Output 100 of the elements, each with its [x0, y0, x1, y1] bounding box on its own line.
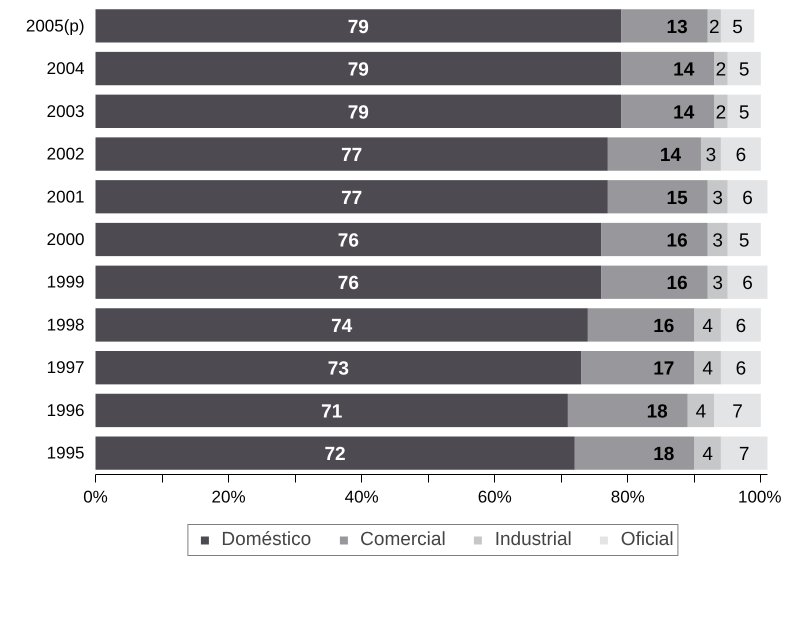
- x-tick-label: 40%: [344, 488, 379, 506]
- bar: [601, 222, 708, 256]
- bar: [728, 266, 768, 299]
- data-label: 13: [666, 16, 688, 38]
- data-label: 4: [696, 401, 707, 422]
- x-tick-label: 60%: [478, 488, 512, 506]
- x-tick-label: 100%: [738, 488, 782, 506]
- bar: [720, 308, 761, 342]
- bar: [621, 52, 714, 86]
- bar: [708, 222, 728, 256]
- bar: [714, 394, 761, 428]
- bar: [608, 180, 708, 214]
- y-tick-label: 2000: [46, 230, 85, 249]
- legend-label: Doméstico: [221, 529, 312, 551]
- x-tick-label: 0%: [83, 488, 108, 506]
- data-label: 77: [341, 145, 362, 166]
- data-label: 14: [660, 145, 682, 166]
- y-tick-label: 2003: [46, 102, 85, 121]
- data-label: 4: [702, 444, 714, 466]
- data-label: 6: [736, 316, 746, 337]
- data-label: 79: [348, 102, 369, 124]
- bar: [96, 308, 588, 342]
- y-tick-label: 1995: [46, 444, 85, 463]
- x-tick-label: 20%: [212, 488, 246, 506]
- bar: [694, 351, 721, 384]
- bar: [720, 351, 761, 384]
- data-label: 72: [324, 444, 346, 466]
- x-tick-label: 80%: [610, 488, 645, 506]
- data-label: 17: [653, 358, 674, 380]
- bar: [728, 222, 761, 256]
- bar: [728, 94, 761, 128]
- data-label: 3: [712, 230, 723, 252]
- bar: [694, 308, 721, 342]
- bar: [96, 9, 622, 43]
- bar: [708, 180, 728, 214]
- legend-label: Industrial: [494, 529, 572, 551]
- bar: [728, 180, 768, 214]
- bar: [96, 222, 602, 256]
- data-label: 77: [341, 188, 362, 209]
- data-label: 71: [321, 401, 343, 422]
- bar: [688, 394, 714, 428]
- bar: [720, 9, 754, 43]
- data-label: 4: [702, 358, 714, 380]
- y-tick-label: 1996: [46, 400, 85, 420]
- data-label: 4: [702, 316, 714, 337]
- legend-label: Comercial: [360, 529, 446, 551]
- y-tick-label: 2001: [46, 187, 85, 206]
- data-label: 5: [732, 16, 743, 38]
- y-tick-label: 1997: [46, 358, 85, 378]
- data-label: 76: [338, 273, 359, 294]
- data-label: 15: [666, 188, 688, 209]
- bar: [96, 266, 602, 299]
- bar: [96, 180, 608, 214]
- y-tick-label: 2004: [46, 59, 85, 78]
- bar: [601, 266, 708, 299]
- data-label: 5: [738, 102, 750, 124]
- bar: [588, 308, 694, 342]
- data-label: 73: [328, 358, 349, 380]
- bar: [574, 436, 694, 470]
- legend-label: Oficial: [620, 529, 674, 551]
- bar: [621, 94, 714, 128]
- bar: [621, 9, 708, 43]
- data-label: 79: [348, 60, 369, 81]
- data-label: 2: [708, 16, 720, 38]
- data-label: 7: [738, 444, 750, 466]
- data-label: 14: [673, 102, 695, 124]
- bar: [720, 436, 768, 470]
- data-label: 74: [331, 316, 353, 337]
- bar: [568, 394, 688, 428]
- data-label: 76: [338, 230, 359, 252]
- data-label: 6: [742, 273, 753, 294]
- bar: [700, 137, 721, 171]
- data-label: 5: [738, 60, 750, 81]
- bar: [694, 436, 721, 470]
- bar: [728, 52, 761, 86]
- data-label: 79: [348, 16, 369, 38]
- bar: [96, 137, 608, 171]
- data-label: 2: [716, 60, 726, 81]
- y-tick-label: 1999: [46, 272, 85, 292]
- bar: [581, 351, 694, 384]
- bar: [608, 137, 701, 171]
- y-tick-label: 2002: [46, 144, 85, 164]
- bar: [708, 266, 728, 299]
- data-label: 6: [742, 188, 753, 209]
- data-label: 7: [732, 401, 743, 422]
- data-label: 18: [653, 444, 674, 466]
- data-label: 18: [646, 401, 668, 422]
- data-label: 3: [706, 145, 716, 166]
- bar: [720, 137, 761, 171]
- data-label: 16: [653, 316, 674, 337]
- data-label: 16: [666, 230, 688, 252]
- bar: [96, 94, 622, 128]
- bar: [96, 52, 622, 86]
- data-label: 2: [716, 102, 726, 124]
- data-label: 5: [738, 230, 750, 252]
- data-label: 16: [666, 273, 688, 294]
- data-label: 14: [673, 60, 695, 81]
- bar: [96, 436, 575, 470]
- data-label: 3: [712, 273, 723, 294]
- bar: [96, 351, 582, 384]
